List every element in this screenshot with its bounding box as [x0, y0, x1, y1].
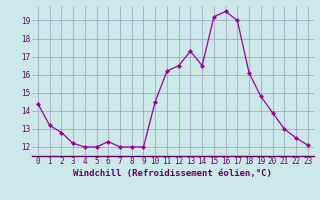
X-axis label: Windchill (Refroidissement éolien,°C): Windchill (Refroidissement éolien,°C)	[73, 169, 272, 178]
